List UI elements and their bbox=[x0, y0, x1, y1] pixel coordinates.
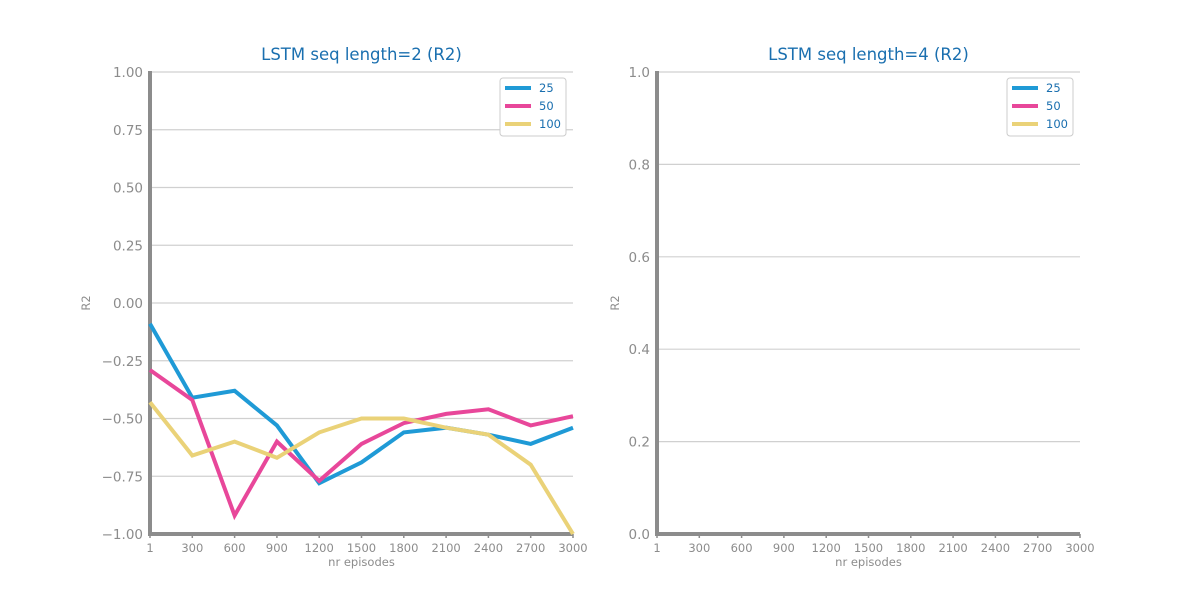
chart-title: LSTM seq length=2 (R2) bbox=[261, 45, 462, 64]
x-tick-label: 2400 bbox=[474, 541, 503, 555]
legend-label: 50 bbox=[1046, 99, 1061, 113]
y-tick-label: −0.50 bbox=[102, 412, 143, 428]
y-tick-label: 1.00 bbox=[113, 65, 143, 81]
x-tick-label: 900 bbox=[266, 541, 288, 555]
y-tick-label: 0.0 bbox=[629, 527, 650, 543]
chart-panel-1: 1.00 0.75 0.50 0.25 0.00 −0.25 −0.50 −0.75 −1.00… bbox=[79, 45, 588, 569]
x-tick-label: 1500 bbox=[854, 541, 883, 555]
legend-box bbox=[1006, 77, 1074, 137]
x-tick-label: 1200 bbox=[812, 541, 841, 555]
legend-label: 50 bbox=[539, 99, 554, 113]
chart-panel-2: 1.0 0.8 0.6 0.4 0.2 0.01 300 600 900 1200 1500 1800… bbox=[608, 45, 1095, 569]
x-tick-label: 300 bbox=[688, 541, 710, 555]
y-tick-label: 0.75 bbox=[113, 123, 143, 139]
x-tick-label: 2100 bbox=[431, 541, 460, 555]
y-tick-label: 0.00 bbox=[113, 296, 143, 312]
chart-title: LSTM seq length=4 (R2) bbox=[768, 45, 969, 64]
y-tick-label: 0.2 bbox=[629, 435, 650, 451]
x-tick-label: 2400 bbox=[981, 541, 1010, 555]
series-line-50 bbox=[148, 368, 574, 521]
y-tick-label: 0.25 bbox=[113, 238, 143, 254]
x-tick-label: 1500 bbox=[347, 541, 376, 555]
legend-label: 25 bbox=[1046, 81, 1061, 95]
y-tick-label: −0.25 bbox=[102, 354, 143, 370]
y-tick-label: 0.50 bbox=[113, 181, 143, 197]
legend: 25 50 100 bbox=[499, 77, 567, 137]
legend-label: 25 bbox=[539, 81, 554, 95]
x-tick-label: 1800 bbox=[389, 541, 418, 555]
y-tick-label: 0.4 bbox=[629, 342, 650, 358]
series-line-100 bbox=[148, 401, 575, 536]
y-tick-label: −1.00 bbox=[102, 527, 143, 543]
y-tick-label: 0.6 bbox=[629, 250, 650, 266]
y-axis-label: R2 bbox=[79, 295, 93, 310]
x-tick-label: 2700 bbox=[516, 541, 545, 555]
legend-label: 100 bbox=[1046, 117, 1068, 131]
y-tick-label: −0.75 bbox=[102, 469, 143, 485]
x-tick-label: 1 bbox=[653, 541, 660, 555]
legend-box bbox=[499, 77, 567, 137]
x-tick-label: 2700 bbox=[1023, 541, 1052, 555]
x-tick-label: 2100 bbox=[938, 541, 967, 555]
y-axis-label: R2 bbox=[608, 295, 622, 310]
x-tick-label: 1200 bbox=[305, 541, 334, 555]
series-line-25 bbox=[148, 322, 574, 486]
legend: 25 50 100 bbox=[1006, 77, 1074, 137]
x-tick-label: 1 bbox=[146, 541, 153, 555]
x-tick-label: 3000 bbox=[1065, 541, 1094, 555]
x-tick-label: 3000 bbox=[558, 541, 587, 555]
x-axis-label: nr episodes bbox=[328, 555, 395, 569]
x-tick-label: 600 bbox=[731, 541, 753, 555]
y-tick-label: 1.0 bbox=[629, 65, 650, 81]
x-tick-label: 600 bbox=[224, 541, 246, 555]
x-tick-label: 300 bbox=[181, 541, 203, 555]
x-tick-label: 1800 bbox=[896, 541, 925, 555]
y-tick-label: 0.8 bbox=[629, 157, 650, 173]
x-axis-label: nr episodes bbox=[835, 555, 902, 569]
x-tick-label: 900 bbox=[773, 541, 795, 555]
legend-label: 100 bbox=[539, 117, 561, 131]
